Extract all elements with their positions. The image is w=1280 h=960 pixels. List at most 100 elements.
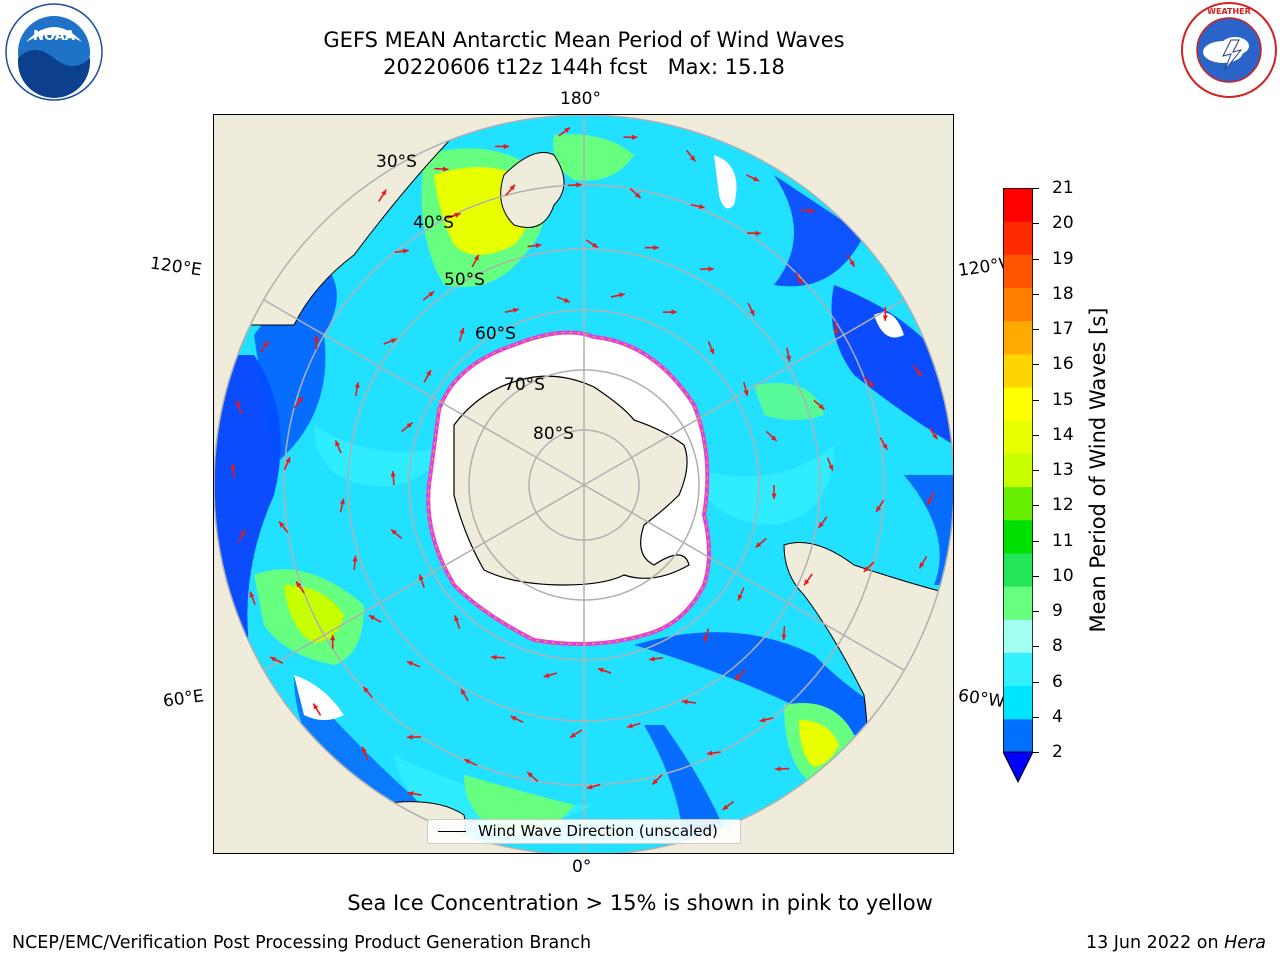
colorbar-tick-label: 20 (1052, 213, 1074, 234)
wind-arrow-head (297, 396, 303, 403)
wind-arrow-head (808, 208, 815, 214)
wind-arrow-head (512, 307, 519, 313)
wind-arrow-head (543, 672, 550, 678)
wind-arrow-head (618, 292, 625, 298)
wind-arrow-head (833, 329, 839, 336)
colorbar-level (1003, 453, 1033, 488)
wind-arrow-head (279, 521, 285, 528)
wind-arrow-head (932, 433, 938, 440)
lat-label-80s: 80°S (533, 424, 574, 444)
colorbar-tick-label: 18 (1052, 283, 1074, 304)
wind-arrow-head (464, 759, 471, 765)
wind-arrow-head (743, 389, 749, 396)
lat-label-40s: 40°S (413, 213, 454, 233)
colorbar-tick-mark (1033, 646, 1039, 648)
wind-arrow-head (681, 699, 688, 705)
lon-label-60e: 60°E (161, 686, 206, 712)
polar-map (214, 115, 953, 853)
wind-arrow-head (706, 750, 713, 756)
wind-arrow-head (671, 309, 677, 315)
wind-arrow-head (592, 242, 598, 248)
colorbar-level (1003, 287, 1033, 322)
wind-arrow-head (330, 634, 336, 641)
lat-label-50s: 50°S (444, 270, 485, 290)
colorbar-tick-label: 10 (1052, 565, 1074, 586)
colorbar-level (1003, 652, 1033, 687)
wind-arrow-head (804, 579, 810, 586)
wind-arrow-head (339, 498, 345, 505)
wind-arrow-head (882, 315, 888, 321)
colorbar-level (1003, 420, 1033, 454)
wind-arrow-head (503, 143, 510, 150)
colorbar-tick-label: 19 (1052, 248, 1074, 269)
colorbar-tick-mark (1033, 470, 1039, 471)
wind-arrow-head (296, 581, 302, 588)
colorbar-tick-mark (1033, 293, 1039, 295)
footer-date-text: 13 Jun 2022 on (1085, 933, 1225, 953)
graticule (214, 115, 953, 853)
wind-arrow-head (527, 771, 534, 778)
wind-arrow-head (722, 804, 729, 811)
wind-arrow-head (509, 184, 515, 191)
noaa-logo-text: NOAA (33, 29, 75, 44)
wind-arrow-head (285, 457, 291, 464)
wind-arrow-head (563, 297, 570, 303)
wind-arrow-head (390, 471, 396, 477)
wind-arrow-head (818, 403, 825, 410)
colorbar-tick-label: 12 (1052, 495, 1074, 516)
wind-arrow-head (586, 784, 593, 790)
wind-arrow-head (442, 166, 449, 172)
wind-arrow-head (361, 746, 367, 753)
colorbar-tick-mark (1033, 329, 1039, 330)
colorbar-tick-mark (1033, 258, 1039, 260)
wind-arrow-head (473, 254, 479, 261)
lon-label-180: 180° (560, 89, 601, 109)
wind-arrow-head (709, 348, 715, 355)
wind-arrow-head (564, 127, 571, 133)
wind-arrow-head (402, 248, 409, 254)
wind-arrow-head (363, 686, 369, 693)
colorbar-level (1003, 586, 1033, 620)
legend-label: Wind Wave Direction (unscaled) (478, 822, 718, 840)
colorbar-tick-label: 13 (1052, 460, 1074, 480)
colorbar-tick-label: 11 (1052, 530, 1074, 551)
map-title: GEFS MEAN Antarctic Mean Period of Wind … (323, 28, 845, 52)
colorbar-tick-mark (1033, 434, 1039, 436)
wind-arrow-head (828, 464, 834, 471)
wind-arrow-head (652, 778, 658, 785)
colorbar-level (1003, 685, 1033, 720)
wind-arrow-head (653, 245, 659, 251)
wind-arrow-head (391, 529, 397, 535)
wind-arrow-head (863, 566, 870, 572)
colorbar-level (1003, 320, 1033, 355)
wind-arrow-head (818, 522, 824, 529)
wind-arrow-head (753, 176, 760, 181)
legend-line-swatch (438, 831, 466, 832)
footer-date: 13 Jun 2022 on Hera (1086, 933, 1266, 953)
wind-arrow-head (771, 493, 777, 499)
colorbar-tick-mark (1033, 752, 1039, 753)
wind-arrow-head (390, 338, 397, 344)
colorbar-level (1003, 718, 1033, 753)
wind-arrow-head (352, 555, 358, 562)
wind-arrow-head (239, 529, 245, 536)
lon-label-120e: 120°E (148, 253, 203, 281)
svg-text:WEATHER: WEATHER (1207, 7, 1251, 16)
wind-arrow-head (698, 203, 705, 210)
colorbar-tick-mark (1033, 223, 1039, 225)
colorbar-tick-label: 21 (1052, 178, 1074, 198)
colorbar-level (1003, 254, 1033, 289)
colorbar-tick-mark (1033, 681, 1039, 683)
wind-arrow-head (785, 355, 792, 362)
lat-label-70s: 70°S (504, 375, 545, 395)
wind-arrow-head (919, 562, 925, 569)
wind-arrow-head (313, 703, 319, 710)
lon-label-60w: 60°W (956, 685, 1007, 713)
wind-arrow-head (418, 574, 424, 581)
colorbar-tick-label: 17 (1052, 319, 1074, 339)
wind-arrow-head (597, 667, 604, 673)
colorbar-tick-label: 16 (1052, 354, 1074, 375)
wind-arrow-head (354, 382, 360, 389)
colorbar-tick-label: 6 (1052, 671, 1063, 692)
wind-arrow-head (708, 266, 714, 272)
